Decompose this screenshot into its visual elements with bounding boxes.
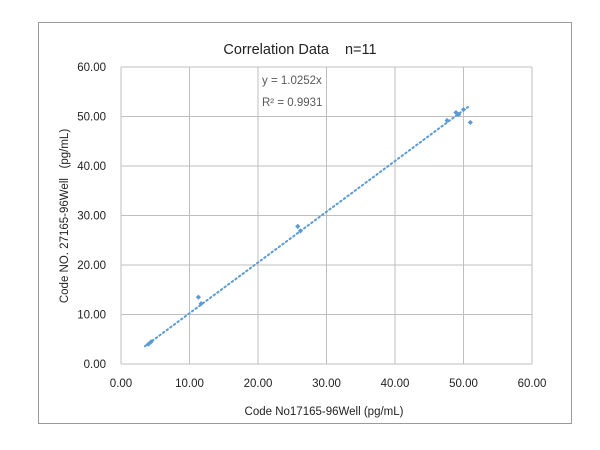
data-points — [145, 106, 473, 347]
y-tick-label: 20.00 — [77, 260, 106, 272]
x-axis-title: Code No17165-96Well (pg/mL) — [245, 406, 404, 418]
y-tick-label: 40.00 — [77, 161, 106, 173]
chart-title-text: Correlation Data — [223, 42, 330, 58]
x-tick-label: 30.00 — [312, 378, 341, 390]
y-tick-labels: 0.00 10.00 20.00 30.00 40.00 50.00 60.00 — [77, 62, 106, 371]
data-point — [145, 341, 151, 347]
data-point — [456, 111, 462, 118]
data-point — [444, 117, 450, 124]
x-tick-label: 60.00 — [518, 378, 547, 390]
trendline-r-squared: R² = 0.9931 — [262, 97, 322, 109]
y-tick-label: 60.00 — [77, 62, 106, 74]
data-point — [453, 109, 459, 116]
y-axis-title: Code NO. 27165-96Well (pg/mL) — [59, 129, 71, 303]
data-point — [467, 119, 473, 126]
trendline-equation: y = 1.0252x — [262, 75, 322, 87]
data-point — [195, 294, 202, 300]
y-tick-label: 10.00 — [77, 310, 106, 322]
data-point — [460, 106, 467, 113]
x-tick-label: 10.00 — [175, 378, 204, 390]
x-tick-label: 40.00 — [381, 378, 410, 390]
x-tick-label: 0.00 — [110, 378, 132, 390]
chart-title-suffix: n=11 — [345, 42, 377, 58]
data-point — [198, 301, 204, 307]
gridlines — [120, 66, 533, 365]
data-point — [148, 339, 154, 345]
chart-title: Correlation Data n=11 — [223, 42, 376, 58]
x-tick-labels: 0.00 10.00 20.00 30.00 40.00 50.00 60.00 — [110, 378, 547, 390]
y-tick-label: 30.00 — [77, 211, 106, 223]
x-tick-label: 20.00 — [244, 378, 273, 390]
trendline-group — [143, 104, 472, 348]
y-tick-label: 0.00 — [84, 359, 106, 371]
data-point — [297, 228, 304, 234]
y-tick-label: 50.00 — [77, 112, 106, 124]
data-point — [295, 223, 301, 229]
x-tick-label: 50.00 — [449, 378, 478, 390]
chart-frame — [38, 22, 572, 424]
trendline — [143, 104, 472, 348]
